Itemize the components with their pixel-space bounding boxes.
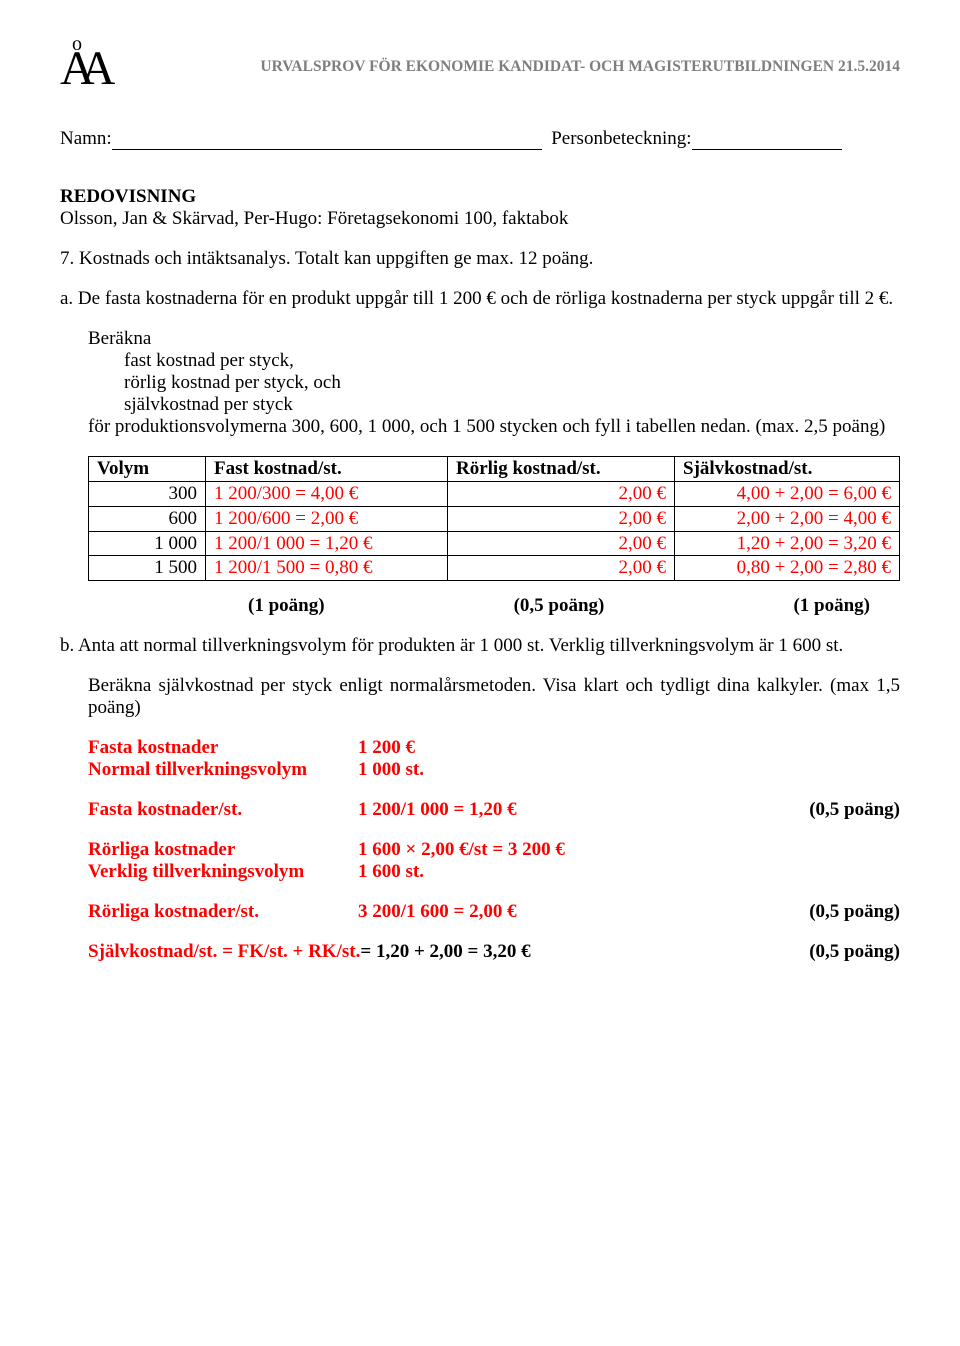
cell-v: 1 000 <box>89 531 206 556</box>
cell-r: 2,00 € <box>448 482 675 507</box>
cell-v: 1 500 <box>89 556 206 581</box>
th-rorlig: Rörlig kostnad/st. <box>448 457 675 482</box>
table-row: 600 1 200/600 = 2,00 € 2,00 € 2,00 + 2,0… <box>89 506 900 531</box>
calc-l3: självkostnad per styck <box>88 394 900 416</box>
cell-f: 1 200/300 = 4,00 € <box>206 482 448 507</box>
ans-val: 1 200/1 000 = 1,20 € <box>358 799 780 821</box>
ans-lbl: Rörliga kostnader/st. <box>88 901 358 923</box>
ans-val: 1 600 × 2,00 €/st = 3 200 € <box>358 839 780 861</box>
namn-label: Namn: <box>60 128 112 149</box>
document-page: oAA URVALSPROV FÖR EKONOMIE KANDIDAT- OC… <box>0 0 960 1346</box>
ans-val: 3 200/1 600 = 2,00 € <box>358 901 780 923</box>
ans-pts <box>780 861 900 883</box>
cell-s: 0,80 + 2,00 = 2,80 € <box>675 556 900 581</box>
cost-table: Volym Fast kostnad/st. Rörlig kostnad/st… <box>88 456 900 581</box>
q7a-calc: Beräkna fast kostnad per styck, rörlig k… <box>60 328 900 438</box>
cell-s: 2,00 + 2,00 = 4,00 € <box>675 506 900 531</box>
ans-val: 1 000 st. <box>358 759 780 781</box>
ans-pts: (0,5 poäng) <box>780 901 900 923</box>
table-header-row: Volym Fast kostnad/st. Rörlig kostnad/st… <box>89 457 900 482</box>
calc-l1: fast kostnad per styck, <box>88 350 900 372</box>
person-line <box>692 129 842 151</box>
th-fast: Fast kostnad/st. <box>206 457 448 482</box>
ans-lbl: Fasta kostnader <box>88 737 358 759</box>
ans-pts <box>780 759 900 781</box>
table-points-row: (1 poäng) (0,5 poäng) (1 poäng) <box>88 595 900 617</box>
q7b-text2: Beräkna självkostnad per styck enligt no… <box>60 675 900 719</box>
ans-lbl: Fasta kostnader/st. <box>88 799 358 821</box>
cell-f: 1 200/1 000 = 1,20 € <box>206 531 448 556</box>
calc-l2: rörlig kostnad per styck, och <box>88 372 900 394</box>
final-line: Självkostnad/st. = FK/st. + RK/st. = 1,2… <box>88 941 900 963</box>
logo: oAA <box>60 50 110 88</box>
cell-r: 2,00 € <box>448 531 675 556</box>
table-row: 1 500 1 200/1 500 = 0,80 € 2,00 € 0,80 +… <box>89 556 900 581</box>
ans-lbl: Normal tillverkningsvolym <box>88 759 358 781</box>
cell-v: 300 <box>89 482 206 507</box>
final-lbl: Självkostnad/st. = FK/st. + RK/st. <box>88 941 360 963</box>
th-volym: Volym <box>89 457 206 482</box>
name-row: Namn: Personbeteckning: <box>60 128 900 150</box>
namn-line <box>112 129 542 151</box>
final-pts: (0,5 poäng) <box>780 941 900 963</box>
q7b-answers: Fasta kostnader1 200 € Normal tillverkni… <box>60 737 900 963</box>
cell-r: 2,00 € <box>448 556 675 581</box>
cell-s: 1,20 + 2,00 = 3,20 € <box>675 531 900 556</box>
pts-col2: (0,5 poäng) <box>455 595 662 617</box>
ans-val: 1 200 € <box>358 737 780 759</box>
calc-l4: för produktionsvolymerna 300, 600, 1 000… <box>88 416 900 438</box>
cell-v: 600 <box>89 506 206 531</box>
ans-pts: (0,5 poäng) <box>780 799 900 821</box>
ans-pts <box>780 737 900 759</box>
table-row: 1 000 1 200/1 000 = 1,20 € 2,00 € 1,20 +… <box>89 531 900 556</box>
person-label: Personbeteckning: <box>551 128 691 149</box>
q7-intro: 7. Kostnads och intäktsanalys. Totalt ka… <box>60 248 900 270</box>
ans-pts <box>780 839 900 861</box>
ans-val: 1 600 st. <box>358 861 780 883</box>
cell-r: 2,00 € <box>448 506 675 531</box>
cell-s: 4,00 + 2,00 = 6,00 € <box>675 482 900 507</box>
header-row: oAA URVALSPROV FÖR EKONOMIE KANDIDAT- OC… <box>60 50 900 88</box>
cell-f: 1 200/1 500 = 0,80 € <box>206 556 448 581</box>
final-val: = 1,20 + 2,00 = 3,20 € <box>360 941 780 963</box>
pts-col1: (1 poäng) <box>88 595 455 617</box>
cell-f: 1 200/600 = 2,00 € <box>206 506 448 531</box>
section-title: REDOVISNING <box>60 186 900 208</box>
ans-lbl: Rörliga kostnader <box>88 839 358 861</box>
ans-lbl: Verklig tillverkningsvolym <box>88 861 358 883</box>
header-text: URVALSPROV FÖR EKONOMIE KANDIDAT- OCH MA… <box>260 58 900 76</box>
q7b-text1: b. Anta att normal tillverkningsvolym fö… <box>60 635 900 657</box>
calc-head: Beräkna <box>88 328 900 350</box>
pts-col3: (1 poäng) <box>663 595 900 617</box>
section-sub: Olsson, Jan & Skärvad, Per-Hugo: Företag… <box>60 208 900 230</box>
q7a-text: a. De fasta kostnaderna för en produkt u… <box>60 288 900 310</box>
th-sjalv: Självkostnad/st. <box>675 457 900 482</box>
table-row: 300 1 200/300 = 4,00 € 2,00 € 4,00 + 2,0… <box>89 482 900 507</box>
